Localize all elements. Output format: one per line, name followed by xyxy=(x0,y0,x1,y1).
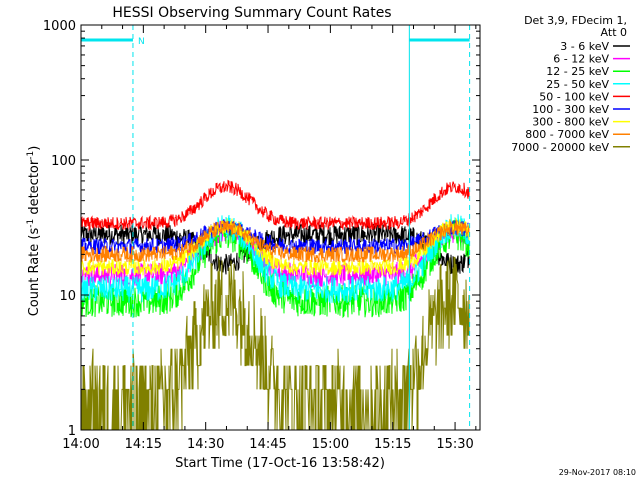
x-axis-label: Start Time (17-Oct-16 13:58:42) xyxy=(175,456,385,471)
legend-label-4: 50 - 100 keV xyxy=(539,90,609,103)
legend-label-8: 7000 - 20000 keV xyxy=(511,141,609,154)
x-tick-label-3: 14:45 xyxy=(249,437,286,452)
series-line-7 xyxy=(80,218,470,264)
series-line-5 xyxy=(80,219,470,256)
footer-date: 29-Nov-2017 08:10 xyxy=(559,468,636,477)
series-line-6 xyxy=(80,217,470,276)
legend-label-7: 800 - 7000 keV xyxy=(525,128,609,141)
legend-header-1: Att 0 xyxy=(601,26,627,39)
legend-header-0: Det 3,9, FDecim 1, xyxy=(524,14,627,27)
legend-label-3: 25 - 50 keV xyxy=(546,78,609,91)
x-tick-label-6: 15:30 xyxy=(436,437,473,452)
x-tick-label-4: 15:00 xyxy=(312,437,349,452)
legend-label-2: 12 - 25 keV xyxy=(546,65,609,78)
legend-label-6: 300 - 800 keV xyxy=(532,116,609,129)
x-tick-label-5: 15:15 xyxy=(374,437,411,452)
plot-area xyxy=(80,179,470,431)
x-tick-label-2: 14:30 xyxy=(187,437,224,452)
x-tick-label-1: 14:15 xyxy=(125,437,162,452)
series-line-3 xyxy=(80,214,470,304)
axes: 14:00 14:15 14:30 14:45 15:00 15:15 15:30 1 10 10… xyxy=(43,19,481,452)
plot-frame xyxy=(80,24,481,431)
legend-label-0: 3 - 6 keV xyxy=(560,40,609,53)
y-tick-label-1: 10 xyxy=(59,289,76,304)
y-tick-label-3: 1000 xyxy=(43,19,76,34)
series-line-4 xyxy=(80,179,470,232)
chart-title: HESSI Observing Summary Count Rates xyxy=(112,5,391,21)
x-tick-label-0: 14:00 xyxy=(62,437,99,452)
legend-label-1: 6 - 12 keV xyxy=(553,53,609,66)
y-tick-label-2: 100 xyxy=(51,154,76,169)
legend-label-5: 100 - 300 keV xyxy=(532,103,609,116)
flag-label: N xyxy=(138,37,145,47)
y-tick-label-0: 1 xyxy=(68,424,76,439)
series-line-0 xyxy=(80,223,470,276)
y-axis-label: Count Rate (s-1 detector-1) xyxy=(26,146,42,317)
